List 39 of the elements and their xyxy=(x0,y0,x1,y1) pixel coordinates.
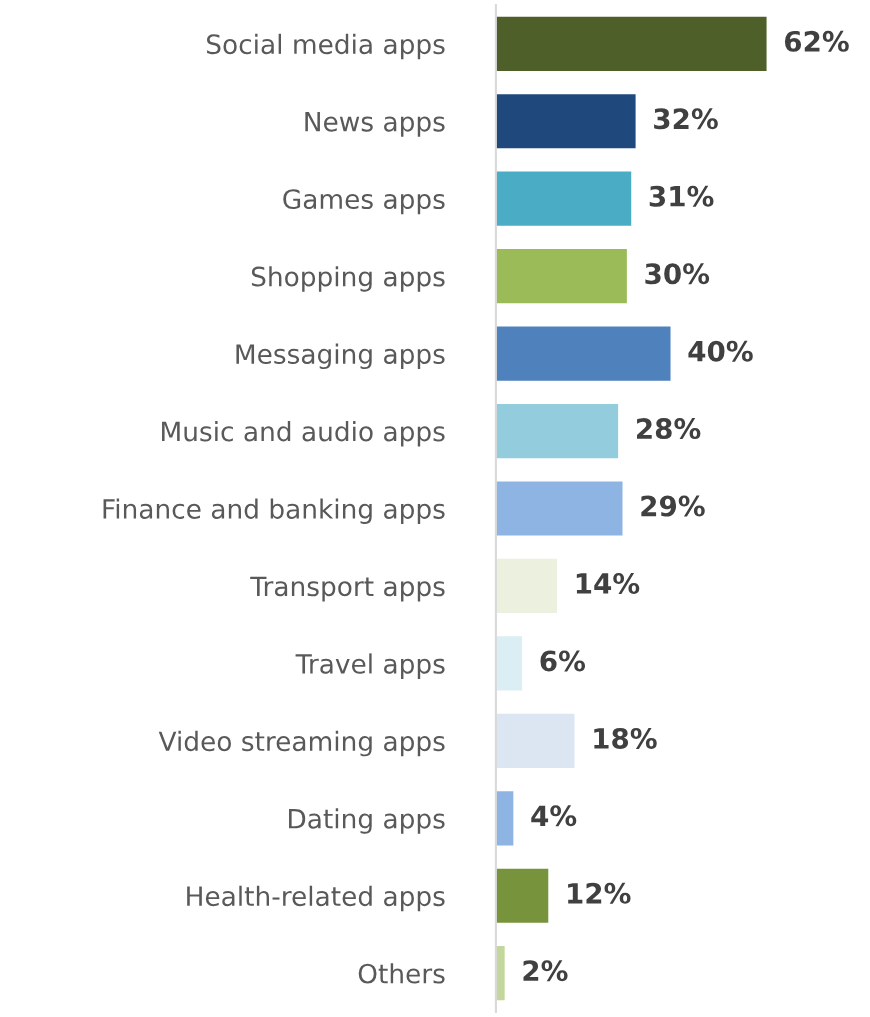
bar xyxy=(495,249,627,304)
data-label: 12% xyxy=(568,882,631,904)
bar xyxy=(495,171,632,226)
bar xyxy=(495,558,558,614)
data-label: 14% xyxy=(576,573,640,595)
data-label: 62% xyxy=(784,30,849,52)
bar xyxy=(495,636,523,691)
bar xyxy=(495,868,549,923)
bar xyxy=(495,326,671,381)
data-label: 28% xyxy=(637,418,701,440)
bar xyxy=(495,94,636,149)
data-label: 29% xyxy=(641,495,705,517)
y-tick-label: Finance and banking apps xyxy=(103,498,445,525)
y-tick-label: Messaging apps xyxy=(236,343,445,370)
data-label: 2% xyxy=(523,960,568,982)
y-tick-label: Shopping apps xyxy=(251,266,445,292)
y-tick-label: Games apps xyxy=(283,189,445,215)
y-tick-label: Health-related apps xyxy=(187,885,445,912)
bar xyxy=(495,713,575,768)
y-tick-label: News apps xyxy=(305,112,445,137)
bar xyxy=(495,481,623,536)
y-tick-label: Others xyxy=(358,963,445,984)
y-tick-label: Travel apps xyxy=(295,653,445,679)
y-tick-label: Dating apps xyxy=(289,808,445,834)
data-label: 32% xyxy=(654,108,718,130)
data-label: 6% xyxy=(540,650,586,672)
bar xyxy=(495,403,619,459)
y-tick-label: Transport apps xyxy=(250,576,445,602)
data-label: 31% xyxy=(649,185,714,207)
bar xyxy=(495,16,767,71)
data-label: 40% xyxy=(688,340,753,362)
bar xyxy=(495,946,505,1001)
y-tick-label: Social media apps xyxy=(207,33,445,60)
data-label: 30% xyxy=(645,263,710,285)
y-tick-label: Video streaming apps xyxy=(158,730,445,757)
data-label: 4% xyxy=(531,805,577,827)
bar xyxy=(495,791,514,846)
data-label: 18% xyxy=(594,727,657,749)
y-tick-label: Music and audio apps xyxy=(162,421,445,447)
